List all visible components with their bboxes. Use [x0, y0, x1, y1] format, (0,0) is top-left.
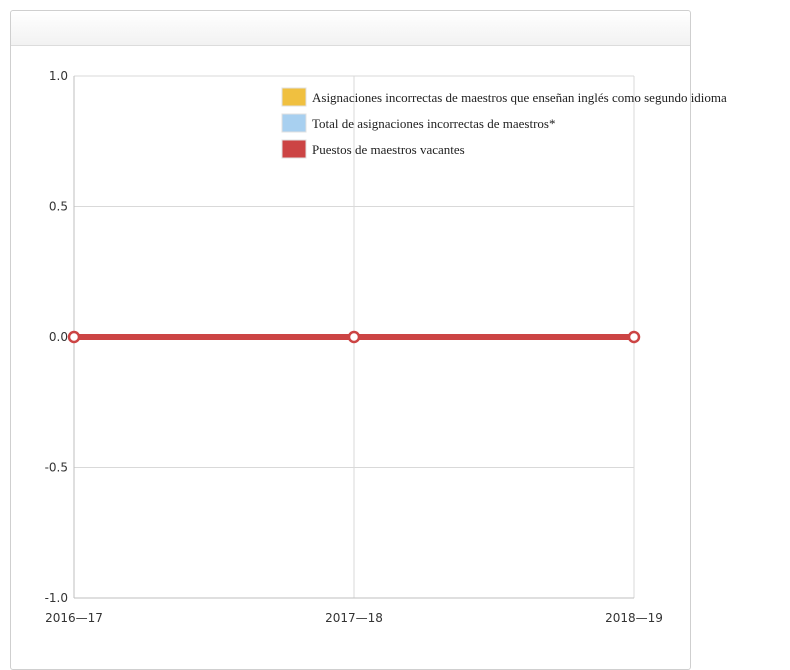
x-tick-label: 2017—18	[325, 611, 383, 625]
legend-swatch	[281, 139, 307, 159]
legend-label: Puestos de maestros vacantes	[312, 142, 465, 157]
y-tick-label: -1.0	[45, 591, 68, 605]
line-chart: 1.0 0.5 0.0 -0.5 -1.0 2016—17 2017—18 2018—19 As…	[45, 69, 727, 625]
data-point	[347, 330, 361, 344]
panel-header	[11, 11, 690, 46]
legend-swatch	[281, 113, 307, 133]
data-point	[67, 330, 81, 344]
y-tick-label: 0.0	[49, 330, 68, 344]
data-point	[627, 330, 641, 344]
legend-label: Asignaciones incorrectas de maestros que…	[312, 90, 727, 105]
legend-label: Total de asignaciones incorrectas de mae…	[312, 116, 555, 131]
x-tick-label: 2016—17	[45, 611, 103, 625]
y-tick-label: 1.0	[49, 69, 68, 83]
y-tick-label: 0.5	[49, 200, 68, 214]
x-tick-label: 2018—19	[605, 611, 663, 625]
y-tick-label: -0.5	[45, 461, 68, 475]
legend-swatch	[281, 87, 307, 107]
